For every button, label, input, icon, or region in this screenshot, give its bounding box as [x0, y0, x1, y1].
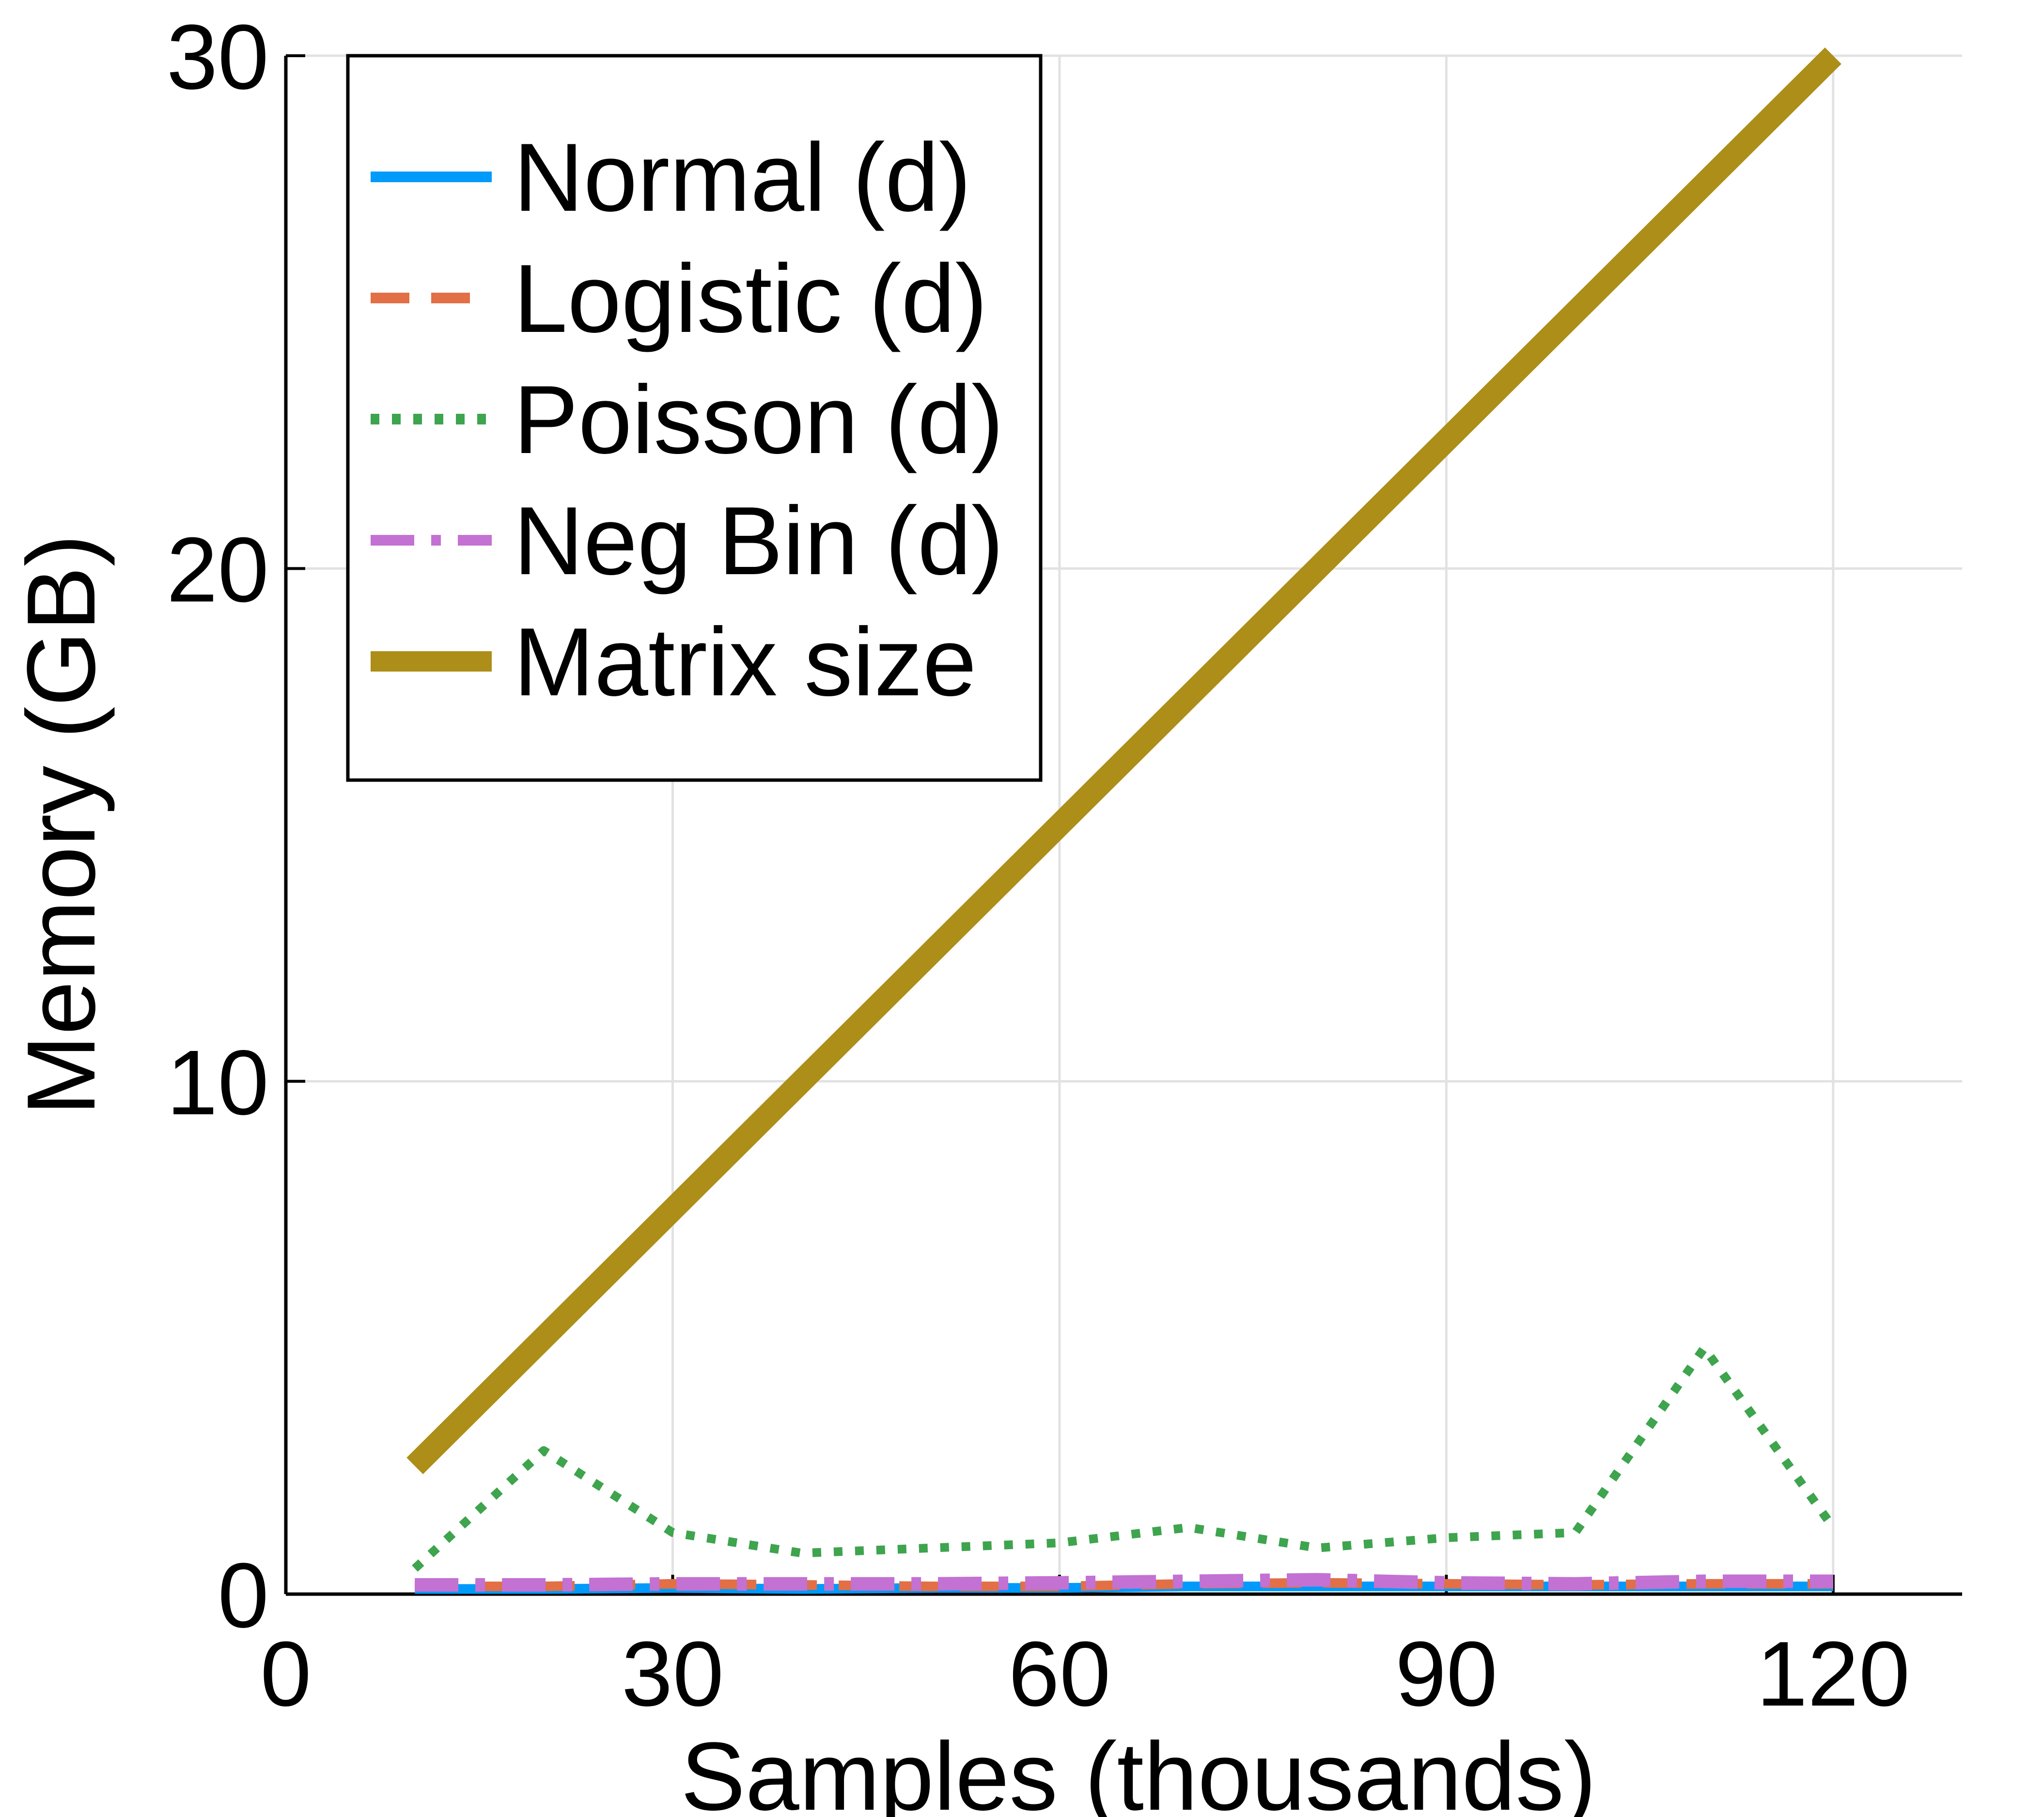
y-tick-label: 20 [167, 518, 269, 621]
legend-label: Normal (d) [514, 124, 971, 232]
legend-label: Poisson (d) [514, 366, 1004, 474]
y-axis-label: Memory (GB) [7, 534, 115, 1116]
legend-label: Logistic (d) [514, 245, 987, 353]
x-tick-label: 90 [1395, 1623, 1498, 1725]
series-line-poisson-d [412, 1344, 1837, 1572]
x-tick-label: 120 [1756, 1623, 1910, 1725]
y-tick-label: 10 [167, 1032, 269, 1134]
x-tick-label: 30 [622, 1623, 724, 1725]
series-line-neg-bin-d [415, 1573, 1833, 1592]
legend-label: Neg Bin (d) [514, 487, 1004, 595]
series-line-logistic-d [415, 1578, 1833, 1592]
y-tick-label: 30 [167, 6, 269, 109]
x-tick-label: 0 [260, 1623, 312, 1725]
tick-labels: 0 30 60 90 120 0 10 20 30 [167, 6, 1910, 1725]
x-tick-label: 60 [1008, 1623, 1110, 1725]
legend: Normal (d) Logistic (d) Poisson (d) Neg Bin… [346, 54, 1043, 782]
x-axis-label: Samples (thousands) [681, 1723, 1596, 1817]
series-lines [406, 47, 1841, 1594]
series-line-matrix-size [406, 47, 1841, 1474]
legend-label: Matrix size [514, 608, 977, 716]
y-tick-label: 0 [218, 1544, 269, 1647]
